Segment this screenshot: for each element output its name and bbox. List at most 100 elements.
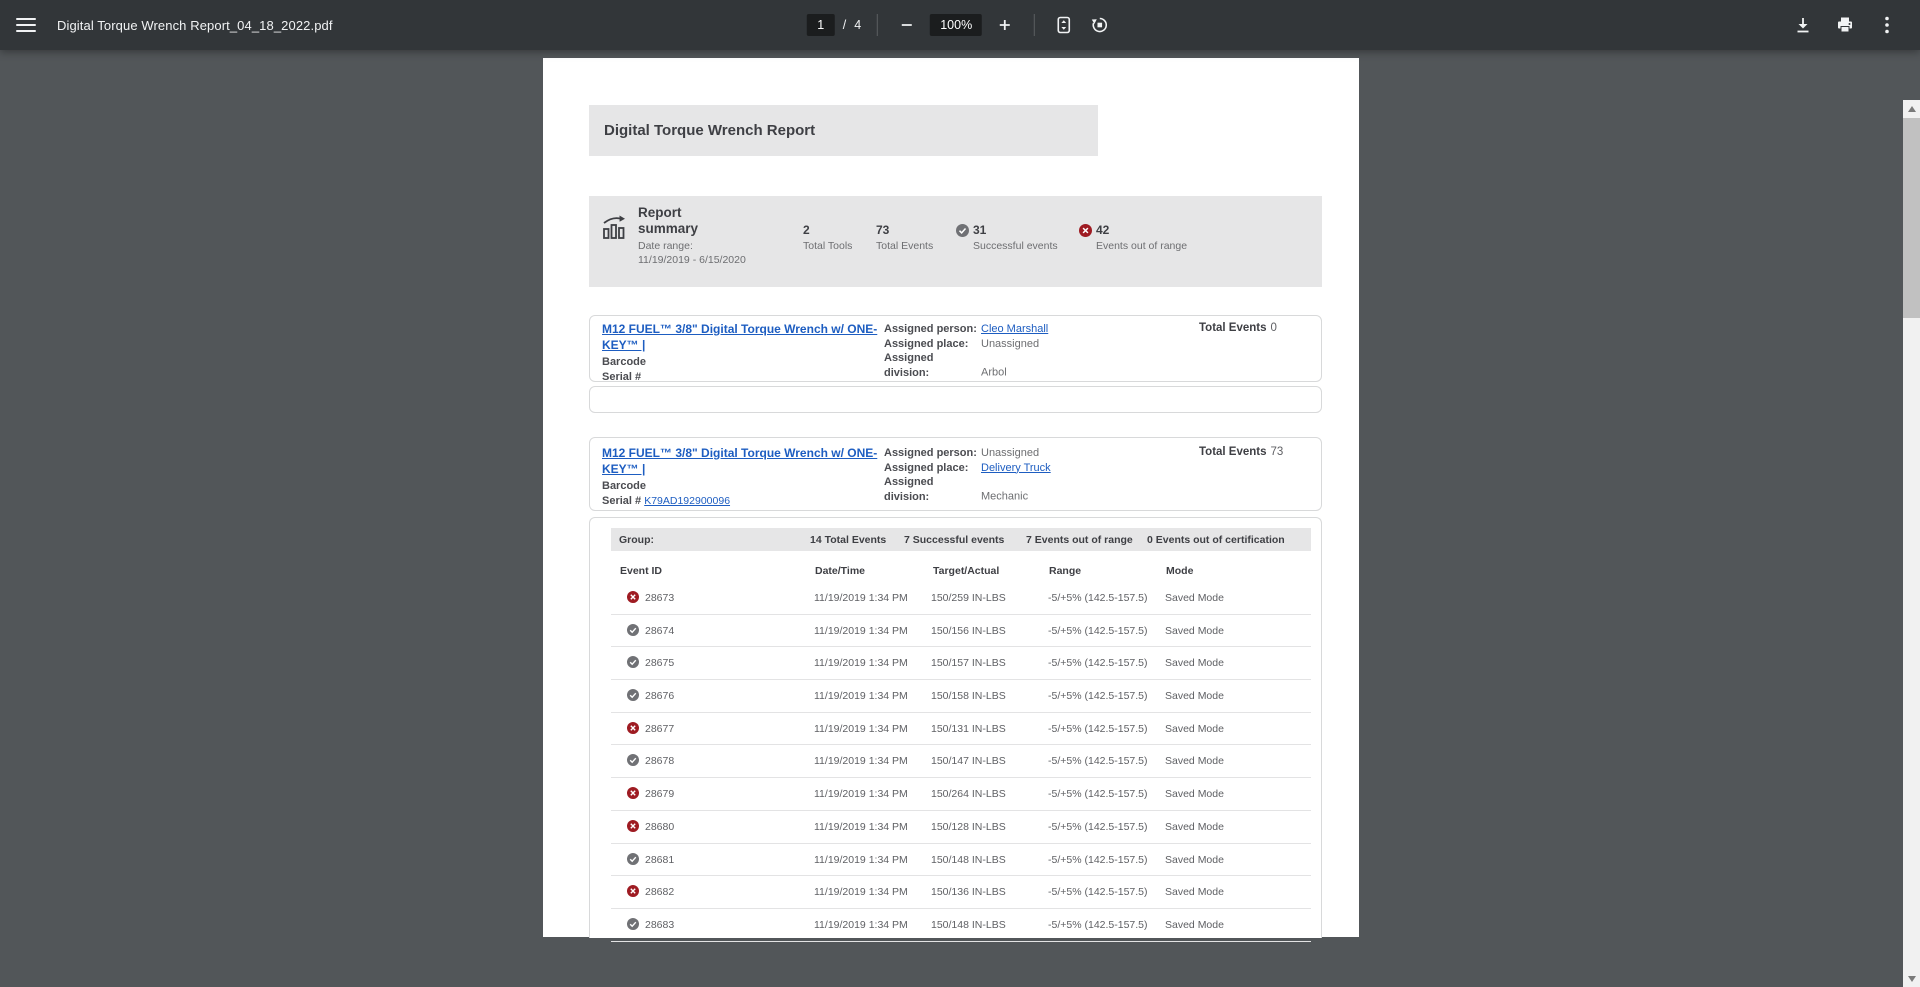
assigned-person-link[interactable]: Cleo Marshall	[981, 323, 1049, 335]
summary-stat: 73 Total Events	[876, 223, 933, 252]
table-row: 28679 11/19/2019 1:34 PM 150/264 IN-LBS …	[611, 778, 1311, 811]
column-header: Range	[1049, 565, 1082, 577]
print-icon	[1838, 17, 1852, 33]
total-events-value: 0	[1270, 322, 1277, 334]
total-events: Total Events 73	[1199, 446, 1283, 458]
pdf-page: Digital Torque Wrench Report Report summ…	[543, 58, 1359, 942]
event-target-actual: 150/158 IN-LBS	[931, 690, 1006, 703]
page-number-input[interactable]: 1	[806, 14, 835, 36]
zoom-level-display[interactable]: 100%	[930, 14, 983, 36]
stat-value: 42	[1096, 223, 1110, 237]
toolbar-divider	[1034, 14, 1036, 36]
event-datetime: 11/19/2019 1:34 PM	[814, 722, 908, 735]
event-id: 28682	[645, 886, 675, 899]
event-id: 28679	[645, 788, 675, 801]
events-table: Event ID Date/Time Target/Actual Range Mode …	[611, 562, 1311, 942]
group-stat: 7 Events out of range	[1026, 534, 1133, 546]
event-status-icon	[627, 591, 639, 606]
table-row: 28680 11/19/2019 1:34 PM 150/128 IN-LBS …	[611, 811, 1311, 844]
event-target-actual: 150/148 IN-LBS	[931, 853, 1006, 866]
scroll-down-button[interactable]	[1903, 970, 1920, 987]
pass-check-icon	[627, 689, 639, 702]
scroll-up-button[interactable]	[1903, 100, 1920, 117]
vertical-scrollbar[interactable]	[1903, 100, 1920, 987]
zoom-in-button[interactable]	[992, 12, 1018, 38]
event-range: -5/+5% (142.5-157.5)	[1048, 657, 1148, 670]
menu-icon[interactable]	[16, 18, 36, 32]
serial-label: Serial #	[602, 495, 642, 507]
date-range-label: Date range:	[638, 240, 693, 252]
event-status-icon	[627, 917, 639, 933]
event-datetime: 11/19/2019 1:34 PM	[814, 886, 908, 899]
event-status-icon	[627, 656, 639, 671]
event-range: -5/+5% (142.5-157.5)	[1048, 690, 1148, 703]
event-status-icon	[627, 787, 639, 802]
down-arrow-icon	[1907, 975, 1916, 982]
table-row: 28675 11/19/2019 1:34 PM 150/157 IN-LBS …	[611, 647, 1311, 681]
assigned-place-link[interactable]: Delivery Truck	[981, 461, 1051, 474]
table-row: 28677 11/19/2019 1:34 PM 150/131 IN-LBS …	[611, 713, 1311, 746]
total-events-label: Total Events	[1199, 446, 1267, 458]
event-mode: Saved Mode	[1165, 624, 1224, 637]
print-button[interactable]	[1832, 12, 1858, 38]
assigned-info: Assigned person: Cleo Marshall Assigned p…	[884, 322, 1048, 380]
rotate-button[interactable]	[1087, 12, 1113, 38]
assigned-division-label: Assigned division:	[884, 476, 934, 503]
scrollbar-thumb[interactable]	[1903, 118, 1920, 318]
column-header: Event ID	[620, 565, 663, 577]
event-status-icon	[627, 754, 639, 769]
serial-label: Serial #	[602, 371, 642, 383]
date-range-value: 11/19/2019 - 6/15/2020	[638, 254, 746, 266]
event-id: 28680	[645, 820, 675, 833]
stat-value: 73	[876, 223, 890, 237]
event-mode: Saved Mode	[1165, 722, 1224, 735]
event-status-icon	[627, 885, 639, 900]
event-mode: Saved Mode	[1165, 886, 1224, 899]
event-datetime: 11/19/2019 1:34 PM	[814, 690, 908, 703]
event-datetime: 11/19/2019 1:34 PM	[814, 788, 908, 801]
summary-stat: 31 Successful events	[956, 223, 1058, 252]
total-events-label: Total Events	[1199, 322, 1267, 334]
event-range: -5/+5% (142.5-157.5)	[1048, 592, 1148, 604]
summary-heading: Report summary	[638, 205, 699, 236]
event-status-icon	[627, 689, 639, 704]
chart-summary-icon	[603, 215, 625, 239]
table-row: 28673 11/19/2019 1:34 PM 150/259 IN-LBS …	[611, 582, 1311, 615]
stat-label: Events out of range	[1096, 240, 1188, 252]
empty-groups-box	[589, 386, 1322, 413]
pdf-toolbar: Digital Torque Wrench Report_04_18_2022.…	[0, 0, 1920, 50]
event-range: -5/+5% (142.5-157.5)	[1048, 788, 1148, 801]
page-total: 4	[854, 18, 862, 32]
rotate-counterclockwise-icon	[1092, 17, 1108, 33]
serial-number-link[interactable]: K79AD192900096	[644, 495, 731, 507]
event-id: 28674	[645, 624, 675, 637]
event-id: 28683	[645, 918, 675, 931]
event-mode: Saved Mode	[1165, 918, 1224, 931]
table-row: 28674 11/19/2019 1:34 PM 150/156 IN-LBS …	[611, 615, 1311, 648]
event-id: 28681	[645, 853, 675, 866]
group-stat: 7 Successful events	[904, 534, 1005, 546]
stat-label: Total Events	[876, 240, 934, 252]
download-button[interactable]	[1790, 12, 1816, 38]
event-mode: Saved Mode	[1165, 592, 1224, 604]
event-target-actual: 150/128 IN-LBS	[931, 820, 1006, 833]
summary-stat: 42 Events out of range	[1079, 223, 1188, 252]
event-range: -5/+5% (142.5-157.5)	[1048, 918, 1148, 931]
event-target-actual: 150/147 IN-LBS	[931, 755, 1006, 768]
pass-check-icon	[627, 656, 639, 669]
assigned-division-value: Arbol	[981, 366, 1007, 379]
status-icon	[1079, 224, 1092, 242]
event-range: -5/+5% (142.5-157.5)	[1048, 722, 1148, 735]
toolbar-divider	[877, 14, 879, 36]
tool-name-link[interactable]: M12 FUEL™ 3/8" Digital Torque Wrench w/ …	[602, 446, 878, 476]
fit-to-page-button[interactable]	[1051, 12, 1077, 38]
stat-label: Total Tools	[803, 240, 853, 252]
tool-name-link[interactable]: M12 FUEL™ 3/8" Digital Torque Wrench w/ …	[602, 322, 878, 352]
zoom-out-button[interactable]	[894, 12, 920, 38]
download-icon	[1797, 18, 1809, 33]
event-target-actual: 150/131 IN-LBS	[931, 722, 1006, 735]
event-status-icon	[627, 819, 639, 835]
more-options-button[interactable]	[1874, 12, 1900, 38]
event-status-icon	[627, 852, 639, 868]
column-header: Mode	[1166, 565, 1194, 577]
